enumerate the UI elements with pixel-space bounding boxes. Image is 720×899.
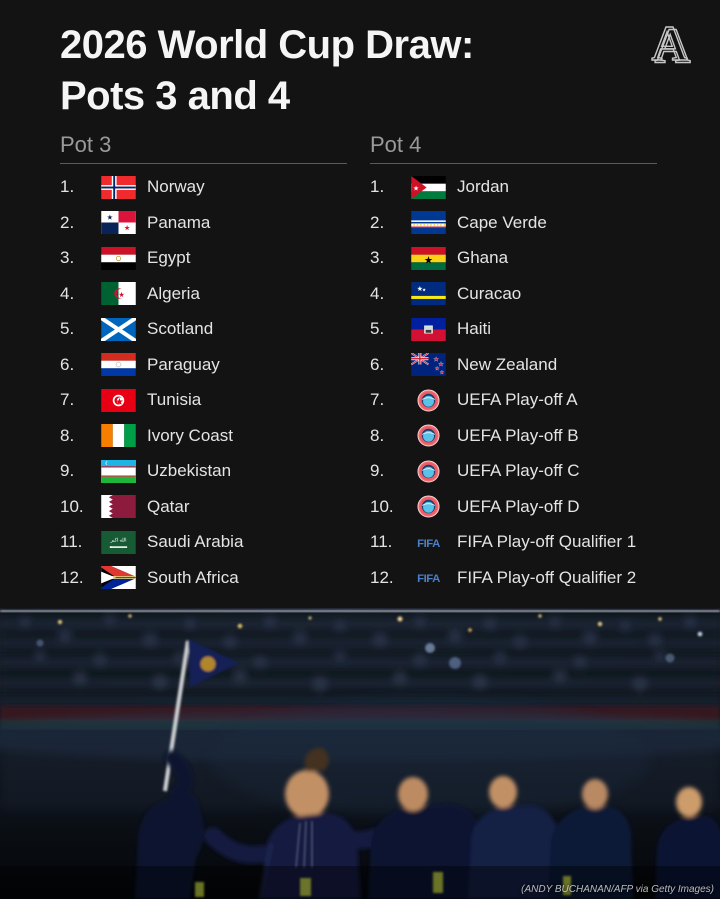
svg-text:الله اكبر: الله اكبر <box>110 537 127 543</box>
svg-text:FIFA: FIFA <box>417 538 440 550</box>
svg-text:FIFA: FIFA <box>417 573 440 585</box>
svg-text:A: A <box>651 18 687 71</box>
